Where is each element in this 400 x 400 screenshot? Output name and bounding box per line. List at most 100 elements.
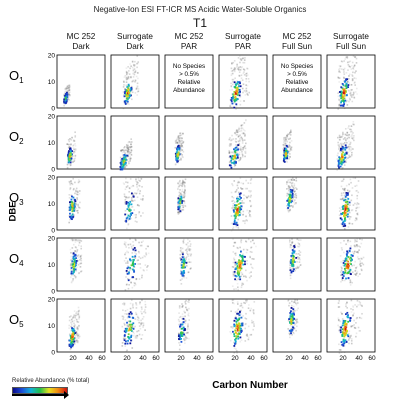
shadow-cell <box>295 321 298 324</box>
shadow-cell <box>250 275 252 277</box>
shadow-cell <box>179 140 182 143</box>
shadow-cell <box>343 80 345 83</box>
shadow-cell <box>348 211 351 214</box>
x-tick-label: 20 <box>123 355 131 362</box>
abundance-cell <box>238 259 240 262</box>
panel <box>218 176 268 232</box>
shadow-cell <box>186 308 188 311</box>
shadow-cell <box>134 239 137 242</box>
shadow-cell <box>296 321 299 324</box>
shadow-cell <box>130 281 132 284</box>
abundance-cell <box>348 250 351 253</box>
abundance-cell <box>233 148 235 151</box>
shadow-cell <box>236 62 238 65</box>
abundance-cell <box>341 95 344 98</box>
shadow-cell <box>338 98 340 100</box>
shadow-cell <box>359 263 361 266</box>
shadow-cell <box>339 242 342 244</box>
shadow-cell <box>295 188 298 190</box>
shadow-cell <box>285 139 287 141</box>
shadow-cell <box>73 187 75 190</box>
shadow-cell <box>183 310 185 313</box>
shadow-cell <box>291 240 294 243</box>
shadow-cell <box>122 337 125 340</box>
shadow-cell <box>127 162 130 165</box>
shadow-cell <box>180 143 183 146</box>
shadow-cell <box>76 335 79 337</box>
shadow-cell <box>131 304 134 307</box>
shadow-cell <box>240 59 243 62</box>
y-tick-label: 10 <box>48 140 56 147</box>
abundance-cell <box>125 99 128 102</box>
shadow-cell <box>289 263 292 266</box>
shadow-cell <box>183 191 186 193</box>
abundance-cell <box>283 158 286 161</box>
shadow-cell <box>232 245 235 247</box>
shadow-cell <box>79 255 82 257</box>
abundance-cell <box>119 166 122 168</box>
shadow-cell <box>176 142 179 144</box>
abundance-cell <box>290 258 293 261</box>
abundance-cell <box>292 270 295 273</box>
shadow-cell <box>293 247 295 250</box>
shadow-cell <box>240 188 243 190</box>
abundance-cell <box>67 151 70 154</box>
shadow-cell <box>240 74 243 77</box>
shadow-cell <box>78 190 81 192</box>
abundance-cell <box>235 84 237 86</box>
abundance-cell <box>342 104 345 107</box>
shadow-cell <box>127 243 130 246</box>
abundance-cell <box>344 153 346 156</box>
shadow-cell <box>76 266 78 269</box>
abundance-cell <box>340 163 343 166</box>
abundance-cell <box>128 208 131 211</box>
shadow-cell <box>130 149 133 152</box>
abundance-cell <box>71 260 74 263</box>
abundance-cell <box>123 330 126 333</box>
abundance-cell <box>341 213 343 216</box>
shadow-cell <box>135 307 138 309</box>
shadow-cell <box>236 150 239 153</box>
shadow-cell <box>120 150 122 152</box>
abundance-cell <box>344 339 347 342</box>
abundance-cell <box>64 98 67 101</box>
shadow-cell <box>343 345 346 347</box>
panel <box>272 176 322 231</box>
shadow-cell <box>132 331 135 333</box>
panel <box>326 176 376 231</box>
shadow-cell <box>74 208 76 211</box>
shadow-cell <box>134 60 136 63</box>
shadow-cell <box>135 192 138 195</box>
abundance-cell <box>285 144 288 147</box>
shadow-cell <box>181 137 183 140</box>
shadow-cell <box>286 135 288 137</box>
shadow-cell <box>336 168 338 171</box>
shadow-cell <box>245 251 248 254</box>
shadow-cell <box>66 85 69 88</box>
shadow-cell <box>338 300 340 302</box>
shadow-cell <box>185 319 187 322</box>
shadow-cell <box>70 264 73 267</box>
shadow-cell <box>242 91 244 94</box>
abundance-cell <box>67 157 70 160</box>
abundance-cell <box>344 327 347 330</box>
shadow-cell <box>125 350 127 353</box>
shadow-cell <box>250 190 252 192</box>
shadow-cell <box>288 145 291 148</box>
abundance-cell <box>345 257 348 260</box>
shadow-cell <box>353 77 356 79</box>
shadow-cell <box>136 330 138 333</box>
abundance-cell <box>233 155 236 158</box>
shadow-cell <box>356 266 358 268</box>
shadow-cell <box>354 84 356 86</box>
shadow-cell <box>121 149 123 151</box>
column-header-line: PAR <box>180 41 198 51</box>
abundance-cell <box>130 312 133 315</box>
shadow-cell <box>352 92 355 95</box>
abundance-cell <box>71 340 74 343</box>
shadow-cell <box>141 244 143 247</box>
abundance-cell <box>128 336 131 339</box>
abundance-cell <box>233 319 236 322</box>
shadow-cell <box>181 322 184 324</box>
shadow-cell <box>252 309 255 311</box>
